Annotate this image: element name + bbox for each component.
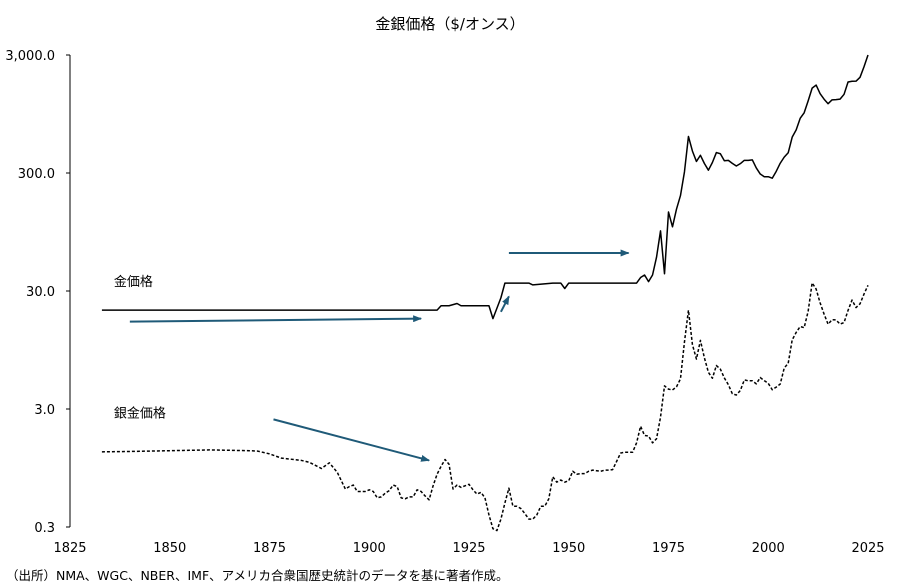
series-label: 銀金価格 [114,405,166,421]
x-tick-label: 2025 [851,541,884,556]
y-tick-label: 3.0 [34,403,55,418]
series-line-1 [101,282,869,532]
y-axis-ticks: 0.3 3.0 30.0 300.0 3,000.0 [5,49,70,536]
x-tick-label: 1925 [452,541,485,556]
x-tick-label: 2000 [752,541,785,556]
x-tick-label: 1850 [153,541,186,556]
trend-arrow [500,295,510,313]
x-tick-label: 1900 [353,541,386,556]
chart-title: 金銀価格（$/オンス） [375,15,524,33]
y-tick-label: 30.0 [26,285,55,300]
x-tick-label: 1975 [652,541,685,556]
series-line-0 [101,54,869,320]
x-tick-label: 1825 [53,541,86,556]
series-lines [101,54,869,532]
trend-arrow [129,315,423,323]
series-label: 金価格 [114,274,153,290]
trend-arrow [273,418,431,462]
x-axis-ticks: 1825 1850 1875 1900 1925 1950 1975 2000 2025 [53,541,884,556]
source-note: （出所）NMA、WGC、NBER、IMF、アメリカ合衆国歴史統計のデータを基に著… [6,568,509,583]
x-tick-label: 1950 [552,541,585,556]
y-tick-label: 3,000.0 [5,49,55,64]
x-tick-label: 1875 [253,541,286,556]
y-tick-label: 300.0 [18,167,55,182]
y-tick-label: 0.3 [34,521,55,536]
